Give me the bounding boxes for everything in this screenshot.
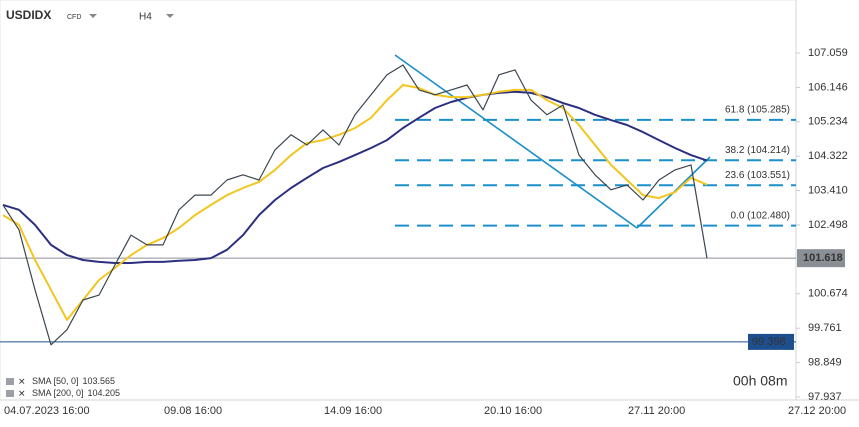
plot-area xyxy=(0,0,797,401)
indicator-value: 103.565 xyxy=(83,376,116,386)
x-tick-label: 04.07.2023 16:00 xyxy=(4,405,90,417)
y-tick-label: 104.322 xyxy=(808,150,848,162)
x-tick-label: 27.11 20:00 xyxy=(628,405,685,417)
countdown: 00h 08m xyxy=(733,373,787,389)
x-tick-label: 20.10 16:00 xyxy=(484,405,542,417)
instrument: CFD xyxy=(67,14,81,21)
y-tick-label: 105.234 xyxy=(808,116,848,128)
indicator-name: SMA [200, 0] xyxy=(32,388,84,398)
symbol-dropdown[interactable] xyxy=(89,14,97,18)
y-tick-label: 98.849 xyxy=(808,356,842,368)
series-line xyxy=(2,64,708,346)
last-price-label: 101.618 xyxy=(803,252,843,264)
symbol[interactable]: USDIDX xyxy=(6,8,51,22)
indicator-close: ✕ xyxy=(18,388,26,398)
indicator-value: 104.205 xyxy=(88,388,121,398)
y-tick-label: 102.498 xyxy=(808,219,848,231)
indicator-legend: SMA [50, 0] 103.565 xyxy=(32,376,115,386)
fib-label: 61.8 (105.285) xyxy=(725,105,790,116)
indicator-name: SMA [50, 0] xyxy=(32,376,79,386)
series-line xyxy=(2,84,708,321)
x-tick-label: 27.12 20:00 xyxy=(788,405,846,417)
alert-label: 99.398 xyxy=(752,336,786,348)
y-tick-label: 99.761 xyxy=(808,322,842,334)
indicator-icon xyxy=(6,378,14,385)
indicator-close: ✕ xyxy=(18,376,26,386)
x-tick-label: 09.08 16:00 xyxy=(164,405,222,417)
last-price-box xyxy=(797,249,845,268)
fib-label: 0.0 (102.480) xyxy=(731,210,791,221)
y-tick-label: 106.146 xyxy=(808,81,848,93)
trend-line xyxy=(394,54,638,229)
timeframe-dropdown[interactable] xyxy=(166,14,174,18)
fib-label: 23.6 (103.551) xyxy=(725,170,790,181)
alert-box xyxy=(748,333,794,350)
fib-label: 38.2 (104.214) xyxy=(725,145,790,156)
y-tick-label: 100.674 xyxy=(808,288,848,300)
y-tick-label: 97.937 xyxy=(808,391,842,403)
indicator-icon xyxy=(6,390,14,397)
timeframe[interactable]: H4 xyxy=(139,12,152,23)
indicator-legend: SMA [200, 0] 104.205 xyxy=(32,388,120,398)
x-tick-label: 14.09 16:00 xyxy=(324,405,382,417)
y-tick-label: 107.059 xyxy=(808,47,848,59)
y-tick-label: 103.410 xyxy=(808,184,848,196)
